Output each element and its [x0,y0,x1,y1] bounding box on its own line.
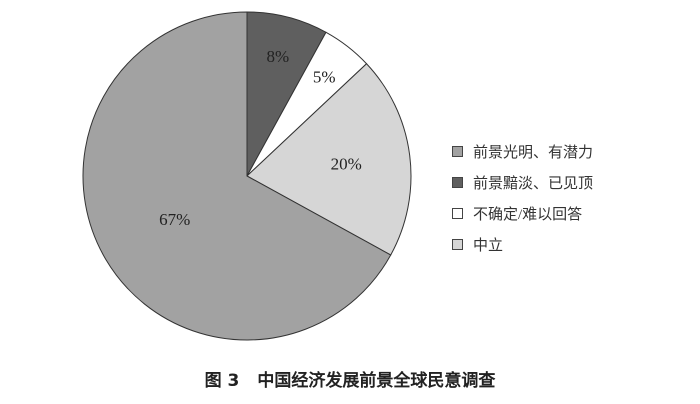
legend-swatch [452,177,463,188]
legend-label: 前景光明、有潜力 [473,145,594,161]
legend-label: 不确定/难以回答 [473,207,583,223]
data-label: 20% [331,154,362,173]
pie-slice [82,11,392,341]
legend-label: 中立 [473,238,504,254]
figure-caption: 图 3 中国经济发展前景全球民意调查 [0,366,700,391]
legend-swatch [452,239,463,250]
data-label: 5% [313,67,336,86]
chart-title: 中国经济发展前景全球民意调查 [257,371,496,391]
legend-item: 不确定/难以回答 [452,198,593,229]
legend-swatch [452,146,463,157]
figure-number: 图 3 [204,371,240,391]
data-label: 67% [159,210,190,229]
legend: 前景光明、有潜力 前景黯淡、已见顶 不确定/难以回答 中立 [452,136,593,260]
legend-item: 前景黯淡、已见顶 [452,167,593,198]
data-label: 8% [267,47,290,66]
legend-swatch [452,208,463,219]
legend-item: 中立 [452,229,593,260]
legend-item: 前景光明、有潜力 [452,136,593,167]
legend-label: 前景黯淡、已见顶 [473,176,594,192]
pie-slice [246,63,412,256]
